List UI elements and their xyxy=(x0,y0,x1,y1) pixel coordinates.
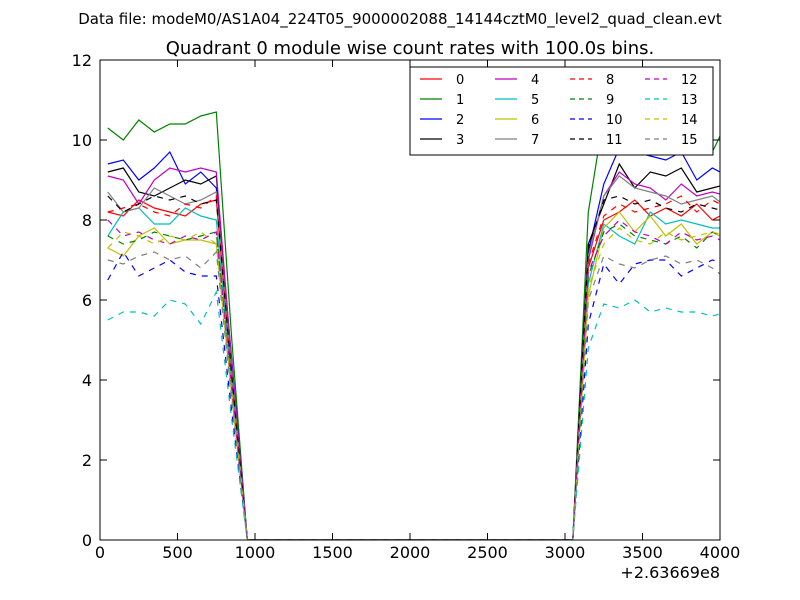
y-tick-label: 0 xyxy=(82,531,92,550)
series-line-4 xyxy=(107,167,720,540)
legend-label-5: 5 xyxy=(531,93,539,108)
series-line-5 xyxy=(107,207,720,540)
x-tick-label: 0 xyxy=(95,543,105,562)
series-line-12 xyxy=(107,219,720,540)
data-file-label: Data file: modeM0/AS1A04_224T05_90000020… xyxy=(78,10,722,29)
legend-label-9: 9 xyxy=(606,93,614,108)
legend-label-2: 2 xyxy=(456,113,464,128)
y-tick-label: 10 xyxy=(72,131,92,150)
legend-label-12: 12 xyxy=(681,73,698,88)
y-tick-label: 2 xyxy=(82,451,92,470)
legend-label-7: 7 xyxy=(531,133,539,148)
series-line-2 xyxy=(107,147,720,540)
series-line-15 xyxy=(107,250,720,540)
x-tick-label: 1000 xyxy=(235,543,276,562)
series-line-10 xyxy=(107,250,720,540)
x-tick-label: 4000 xyxy=(700,543,741,562)
x-axis: 0 500 1000 1500 2000 2500 3000 3500 4000 xyxy=(95,60,740,562)
legend-label-6: 6 xyxy=(531,113,539,128)
x-tick-label: 3000 xyxy=(545,543,586,562)
legend-label-13: 13 xyxy=(681,93,698,108)
x-tick-label: 1500 xyxy=(312,543,353,562)
legend-label-10: 10 xyxy=(606,113,623,128)
y-tick-label: 4 xyxy=(82,371,92,390)
series-line-11 xyxy=(107,195,720,540)
y-tick-label: 6 xyxy=(82,291,92,310)
series-line-13 xyxy=(107,289,720,540)
series-line-7 xyxy=(107,175,720,540)
x-axis-offset-label: +2.63669e8 xyxy=(620,563,720,582)
chart-title: Quadrant 0 module wise count rates with … xyxy=(166,38,655,59)
legend-label-11: 11 xyxy=(606,133,623,148)
x-tick-label: 500 xyxy=(162,543,193,562)
legend-label-4: 4 xyxy=(531,73,539,88)
series-line-3 xyxy=(107,162,720,540)
series-layer xyxy=(107,107,720,540)
legend-label-8: 8 xyxy=(606,73,614,88)
legend-label-14: 14 xyxy=(681,113,698,128)
x-tick-label: 2500 xyxy=(467,543,508,562)
series-line-0 xyxy=(107,199,720,540)
legend-box xyxy=(409,66,714,156)
y-tick-label: 12 xyxy=(72,51,92,70)
series-line-6 xyxy=(107,211,720,540)
y-tick-label: 8 xyxy=(82,211,92,230)
x-tick-label: 2000 xyxy=(390,543,431,562)
legend-label-15: 15 xyxy=(681,133,698,148)
series-line-14 xyxy=(107,227,720,540)
legend-label-1: 1 xyxy=(456,93,464,108)
series-line-9 xyxy=(107,223,720,540)
series-line-8 xyxy=(107,194,720,540)
legend-label-3: 3 xyxy=(456,133,464,148)
x-tick-label: 3500 xyxy=(622,543,663,562)
legend-label-0: 0 xyxy=(456,73,464,88)
